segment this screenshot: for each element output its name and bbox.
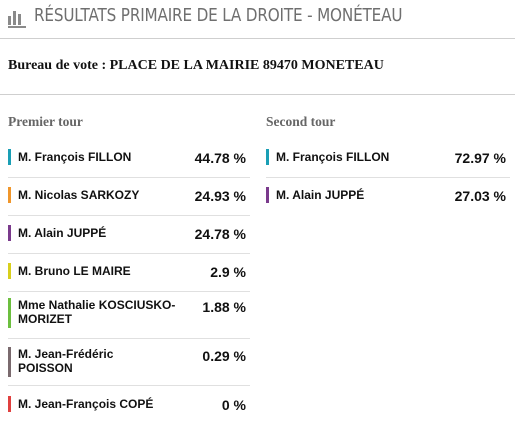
bar-chart-icon xyxy=(8,7,26,28)
candidate-percent: 0 % xyxy=(221,397,246,413)
color-bar xyxy=(8,396,11,412)
candidate-row-le-maire: M. Bruno LE MAIRE 2.9 % xyxy=(8,254,250,292)
candidate-row-cope: M. Jean-François COPÉ 0 % xyxy=(8,386,250,422)
candidate-row-fillon: M. François FILLON 44.78 % xyxy=(8,140,250,178)
candidate-name: M. Jean-Frédéric POISSON xyxy=(18,347,114,375)
candidate-name: M. Bruno LE MAIRE xyxy=(18,264,131,278)
candidate-percent: 44.78 % xyxy=(194,150,246,166)
candidate-name: M. François FILLON xyxy=(18,150,132,164)
candidate-percent: 2.9 % xyxy=(210,264,246,280)
second-row-juppe: M. Alain JUPPÉ 27.03 % xyxy=(266,178,510,215)
second-tour-title: Second tour xyxy=(266,114,336,129)
color-bar xyxy=(8,225,11,241)
candidate-percent: 27.03 % xyxy=(454,188,506,204)
premier-tour-title: Premier tour xyxy=(8,114,83,129)
header: Résultats primaire de la droite - Monéte… xyxy=(0,0,515,39)
color-bar xyxy=(8,187,11,203)
candidate-name: M. Jean-François COPÉ xyxy=(18,397,154,411)
candidate-name: M. Alain JUPPÉ xyxy=(18,226,107,240)
color-bar xyxy=(8,298,11,328)
color-bar xyxy=(8,347,11,377)
color-bar xyxy=(266,187,269,203)
candidate-percent: 1.88 % xyxy=(202,299,246,315)
candidate-name: M. François FILLON xyxy=(276,150,390,164)
page-title: Résultats primaire de la droite - Monéte… xyxy=(34,6,403,26)
candidate-row-kosciusko-morizet: Mme Nathalie KOSCIUSKO-MORIZET 1.88 % xyxy=(8,292,250,339)
candidate-percent: 24.78 % xyxy=(194,226,246,242)
polling-station: Bureau de vote : PLACE DE LA MAIRIE 8947… xyxy=(8,58,384,73)
candidate-percent: 0.29 % xyxy=(202,348,246,364)
candidate-name: M. Alain JUPPÉ xyxy=(276,188,365,202)
second-row-fillon: M. François FILLON 72.97 % xyxy=(266,140,510,178)
candidate-name: Mme Nathalie KOSCIUSKO-MORIZET xyxy=(18,298,176,326)
candidate-row-poisson: M. Jean-Frédéric POISSON 0.29 % xyxy=(8,339,250,386)
divider xyxy=(0,94,515,95)
color-bar xyxy=(8,263,11,279)
candidate-percent: 24.93 % xyxy=(194,188,246,204)
color-bar xyxy=(266,149,269,165)
candidate-row-sarkozy: M. Nicolas SARKOZY 24.93 % xyxy=(8,178,250,216)
candidate-name: M. Nicolas SARKOZY xyxy=(18,188,140,202)
candidate-row-juppe: M. Alain JUPPÉ 24.78 % xyxy=(8,216,250,254)
color-bar xyxy=(8,149,11,165)
candidate-percent: 72.97 % xyxy=(454,150,506,166)
